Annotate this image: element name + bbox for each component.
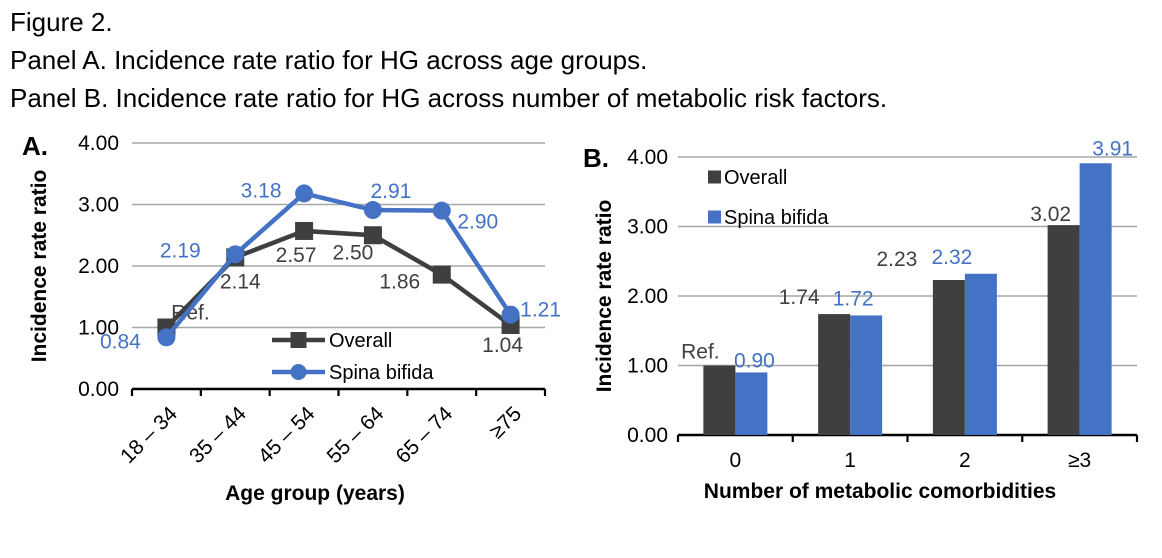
y-tick-label: 4.00 bbox=[78, 132, 119, 155]
legend-label: Spina bifida bbox=[724, 207, 829, 229]
x-category-label: 2 bbox=[959, 449, 971, 472]
y-tick-label: 0.00 bbox=[78, 378, 119, 401]
bar-spina-bifida bbox=[735, 372, 768, 435]
x-axis-title: Age group (years) bbox=[225, 482, 405, 505]
y-axis-title: Incidence rate ratio bbox=[28, 170, 51, 363]
data-label: 3.02 bbox=[1030, 203, 1071, 226]
x-category-label: 0 bbox=[730, 449, 742, 472]
bar-overall bbox=[932, 280, 965, 435]
x-category-label: 35 – 44 bbox=[185, 402, 251, 468]
legend-label: Overall bbox=[329, 330, 392, 352]
figure-caption-block: Figure 2. Panel A. Incidence rate ratio … bbox=[10, 3, 887, 117]
y-tick-label: 3.00 bbox=[78, 194, 119, 217]
data-label: 1.72 bbox=[833, 287, 874, 310]
legend-label: Overall bbox=[724, 167, 787, 189]
legend-swatch bbox=[708, 210, 721, 224]
marker-circle bbox=[157, 328, 176, 347]
bar-spina-bifida bbox=[850, 315, 883, 435]
marker-circle bbox=[432, 201, 451, 220]
x-category-label: 55 – 64 bbox=[323, 402, 389, 468]
panel-label: B. bbox=[583, 143, 609, 173]
bar-overall bbox=[818, 314, 851, 435]
data-label: 2.32 bbox=[931, 246, 972, 269]
marker-circle bbox=[295, 184, 314, 203]
data-label: 2.90 bbox=[457, 211, 498, 234]
data-label: 3.91 bbox=[1092, 137, 1133, 160]
data-label: 0.90 bbox=[734, 349, 775, 372]
legend-marker-circle bbox=[290, 364, 307, 380]
y-tick-label: 0.00 bbox=[627, 424, 668, 447]
data-label: 2.23 bbox=[876, 248, 917, 271]
y-tick-label: 4.00 bbox=[627, 146, 668, 169]
x-category-label: ≥3 bbox=[1068, 449, 1091, 472]
data-label: Ref. bbox=[681, 341, 720, 364]
y-tick-label: 2.00 bbox=[78, 255, 119, 278]
y-tick-label: 3.00 bbox=[627, 216, 668, 239]
x-category-label: 65 – 74 bbox=[391, 402, 457, 468]
y-axis-title: Incidence rate ratio bbox=[593, 200, 616, 393]
legend-label: Spina bifida bbox=[329, 362, 434, 384]
panel-a-caption: Panel A. Incidence rate ratio for HG acr… bbox=[10, 45, 648, 75]
legend-marker-square bbox=[290, 332, 307, 348]
y-tick-label: 1.00 bbox=[627, 355, 668, 378]
x-axis-title: Number of metabolic comorbidities bbox=[704, 480, 1056, 503]
y-tick-label: 1.00 bbox=[78, 317, 119, 340]
panel-b-caption: Panel B. Incidence rate ratio for HG acr… bbox=[10, 83, 888, 113]
panel-b-chart: 0.00 1.00 2.00 3.00 4.00 0 1 2 ≥3 B. Incidence rat… bbox=[583, 137, 1139, 503]
panel-a-chart: 0.00 1.00 2.00 3.00 4.00 18 – 34 35 – 44 45 – 5… bbox=[22, 131, 561, 505]
bar-spina-bifida bbox=[964, 273, 997, 435]
bar-spina-bifida bbox=[1079, 163, 1112, 435]
marker-circle bbox=[363, 201, 382, 220]
data-label: 2.50 bbox=[332, 241, 373, 264]
marker-square bbox=[432, 265, 451, 284]
bar-overall bbox=[703, 365, 736, 435]
legend-swatch bbox=[708, 170, 721, 184]
marker-square bbox=[363, 226, 382, 245]
panel-label: A. bbox=[22, 131, 48, 161]
data-label: 1.86 bbox=[379, 271, 420, 294]
series-line-spina-bifida bbox=[164, 190, 513, 339]
data-label: 2.14 bbox=[220, 270, 261, 293]
x-category-label: ≥75 bbox=[485, 402, 526, 443]
x-category-label: 18 – 34 bbox=[116, 402, 182, 468]
data-label: 2.19 bbox=[160, 239, 201, 262]
data-label: 1.04 bbox=[482, 334, 523, 357]
bar-overall bbox=[1047, 225, 1080, 435]
figure-label: Figure 2. bbox=[10, 7, 113, 37]
marker-circle bbox=[226, 245, 245, 264]
y-tick-label: 2.00 bbox=[627, 285, 668, 308]
data-label: 3.18 bbox=[241, 179, 282, 202]
x-category-label: 1 bbox=[844, 449, 856, 472]
data-label: 2.91 bbox=[370, 180, 411, 203]
data-label: 1.21 bbox=[520, 299, 561, 322]
data-label: 0.84 bbox=[100, 330, 141, 353]
x-category-label: 45 – 54 bbox=[254, 402, 320, 468]
data-label: 2.57 bbox=[276, 244, 317, 267]
data-label: 1.74 bbox=[779, 286, 820, 309]
marker-square bbox=[295, 221, 314, 240]
marker-circle bbox=[501, 305, 520, 324]
